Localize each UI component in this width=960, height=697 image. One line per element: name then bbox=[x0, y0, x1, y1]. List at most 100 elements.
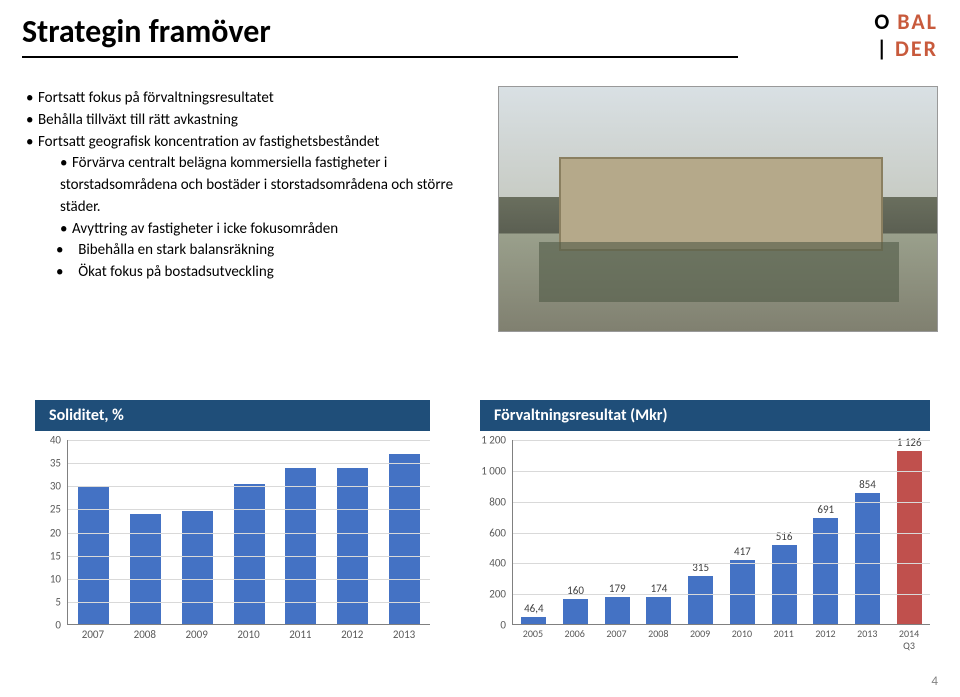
logo-o: O bbox=[874, 8, 891, 35]
chart2-gridline bbox=[513, 440, 930, 441]
chart1-ytick: 25 bbox=[50, 503, 61, 516]
chart2-bar-label: 160 bbox=[567, 584, 584, 597]
chart2-bar bbox=[521, 617, 546, 624]
chart2-xlabel: 2007 bbox=[596, 628, 638, 652]
bullet-item: •Behålla tillväxt till rätt avkastning bbox=[26, 110, 496, 132]
logo-bal: BAL bbox=[897, 8, 938, 35]
bullet-item: • Bibehålla en stark balansräkning bbox=[56, 240, 496, 262]
chart2-ytick: 600 bbox=[489, 526, 506, 539]
chart1-xlabel: 2012 bbox=[326, 628, 378, 641]
bullet-text: Behålla tillväxt till rätt avkastning bbox=[38, 111, 238, 129]
chart1-gridline bbox=[68, 556, 430, 557]
bullet-text: Avyttring av fastigheter i icke fokusomr… bbox=[72, 220, 338, 238]
bullet-subitem: •Avyttring av fastigheter i icke fokusom… bbox=[60, 219, 496, 241]
title-underline bbox=[22, 56, 738, 58]
chart2-xlabel: 2013 bbox=[846, 628, 888, 652]
chart1-bar bbox=[389, 454, 420, 624]
chart2-bar bbox=[730, 560, 755, 624]
chart1-ytick: 35 bbox=[50, 457, 61, 470]
chart1-bar bbox=[130, 514, 161, 624]
page-number: 4 bbox=[931, 674, 938, 689]
chart1-xlabels: 2007200820092010201120122013 bbox=[67, 628, 430, 641]
chart2-bar-label: 691 bbox=[817, 503, 834, 516]
chart1-xlabel: 2011 bbox=[274, 628, 326, 641]
chart2-bar-label: 854 bbox=[859, 478, 876, 491]
bullet-text: Bibehålla en stark balansräkning bbox=[78, 241, 274, 259]
building-photo bbox=[498, 86, 938, 332]
bullet-list: •Fortsatt fokus på förvaltningsresultate… bbox=[26, 88, 496, 284]
logo-bar: | bbox=[877, 35, 889, 62]
chart2-bar bbox=[772, 545, 797, 624]
chart1-ytick: 5 bbox=[55, 595, 61, 608]
chart1-title: Soliditet, % bbox=[35, 400, 430, 431]
chart1-gridline bbox=[68, 533, 430, 534]
chart1-gridline bbox=[68, 486, 430, 487]
chart2-bar bbox=[688, 576, 713, 624]
bullet-text: Fortsatt geografisk koncentration av fas… bbox=[38, 133, 379, 151]
chart1-ytick: 20 bbox=[50, 526, 61, 539]
chart2-bar bbox=[897, 451, 922, 624]
chart2-ytick: 0 bbox=[500, 619, 506, 632]
chart2-gridline bbox=[513, 502, 930, 503]
bullet-item: •Fortsatt fokus på förvaltningsresultate… bbox=[26, 88, 496, 110]
chart2-bar-label: 1 126 bbox=[897, 436, 922, 449]
bullet-subitem: •Förvärva centralt belägna kommersiella … bbox=[60, 153, 496, 218]
soliditet-chart: 0510152025303540 20072008200920102011201… bbox=[35, 440, 430, 662]
chart2-xlabel: 2010 bbox=[721, 628, 763, 652]
chart1-yaxis: 0510152025303540 bbox=[35, 440, 63, 625]
chart2-gridline bbox=[513, 471, 930, 472]
chart2-title: Förvaltningsresultat (Mkr) bbox=[480, 400, 930, 431]
bullet-item: • Ökat fokus på bostadsutveckling bbox=[56, 262, 496, 284]
bullet-item: •Fortsatt geografisk koncentration av fa… bbox=[26, 132, 496, 154]
logo-der: DER bbox=[895, 35, 938, 62]
chart2-bar bbox=[855, 493, 880, 624]
chart1-ytick: 30 bbox=[50, 480, 61, 493]
chart1-ytick: 10 bbox=[50, 572, 61, 585]
chart2-xlabel: 2011 bbox=[763, 628, 805, 652]
chart1-xlabel: 2007 bbox=[67, 628, 119, 641]
chart2-plot: 46,41601791743154175166918541 126 bbox=[512, 440, 930, 625]
chart2-xlabel: 2009 bbox=[679, 628, 721, 652]
chart2-gridline bbox=[513, 533, 930, 534]
page-title: Strategin framöver bbox=[22, 12, 271, 51]
chart1-bar bbox=[234, 484, 265, 624]
chart2-ytick: 1 000 bbox=[481, 464, 506, 477]
chart2-xlabel: 2008 bbox=[637, 628, 679, 652]
chart2-bar bbox=[813, 518, 838, 624]
chart1-xlabel: 2010 bbox=[223, 628, 275, 641]
chart1-gridline bbox=[68, 602, 430, 603]
bullet-text: Förvärva centralt belägna kommersiella f… bbox=[60, 154, 453, 216]
logo: OBAL |DER bbox=[874, 8, 938, 62]
chart2-bar-label: 46,4 bbox=[524, 602, 543, 615]
chart2-bar bbox=[646, 597, 671, 624]
bullet-text: Ökat fokus på bostadsutveckling bbox=[78, 263, 274, 281]
chart1-bar bbox=[285, 468, 316, 624]
forvaltnings-chart: 02004006008001 0001 200 46,4160179174315… bbox=[480, 440, 930, 662]
chart1-bar bbox=[182, 511, 213, 624]
chart1-plot bbox=[67, 440, 430, 625]
chart1-gridline bbox=[68, 579, 430, 580]
chart1-xlabel: 2008 bbox=[119, 628, 171, 641]
chart1-xlabel: 2013 bbox=[378, 628, 430, 641]
chart1-ytick: 0 bbox=[55, 619, 61, 632]
chart1-gridline bbox=[68, 440, 430, 441]
chart2-ytick: 200 bbox=[489, 588, 506, 601]
chart2-xlabels: 2005200620072008200920102011201220132014… bbox=[512, 628, 930, 652]
chart2-gridline bbox=[513, 594, 930, 595]
chart2-bar-label: 179 bbox=[609, 582, 626, 595]
chart2-ytick: 400 bbox=[489, 557, 506, 570]
chart2-bar-label: 417 bbox=[734, 545, 751, 558]
chart1-ytick: 15 bbox=[50, 549, 61, 562]
chart2-xlabel: 2014Q3 bbox=[888, 628, 930, 652]
chart1-gridline bbox=[68, 463, 430, 464]
bullet-text: Fortsatt fokus på förvaltningsresultatet bbox=[38, 89, 274, 107]
chart1-bar bbox=[337, 468, 368, 624]
chart2-ytick: 800 bbox=[489, 495, 506, 508]
chart2-bar bbox=[563, 599, 588, 624]
chart2-xlabel: 2012 bbox=[805, 628, 847, 652]
chart2-gridline bbox=[513, 563, 930, 564]
chart1-gridline bbox=[68, 509, 430, 510]
chart2-yaxis: 02004006008001 0001 200 bbox=[480, 440, 508, 625]
chart2-xlabel: 2005 bbox=[512, 628, 554, 652]
chart2-bar bbox=[605, 597, 630, 624]
